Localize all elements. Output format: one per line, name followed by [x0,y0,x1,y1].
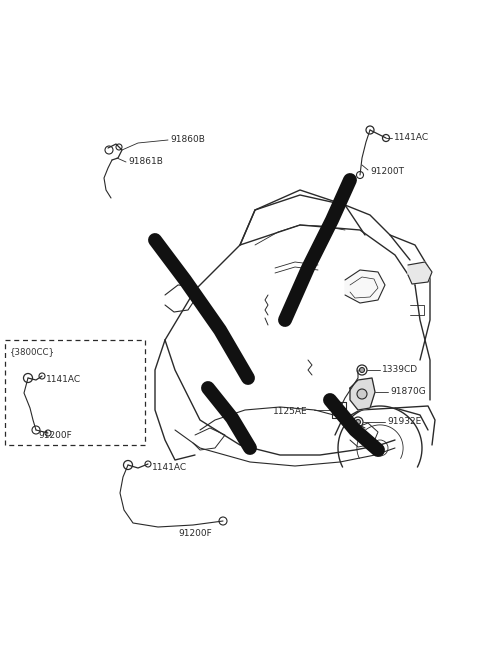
Text: 1125AE: 1125AE [274,407,308,417]
Text: 91870G: 91870G [390,388,426,396]
Circle shape [356,419,360,424]
Text: 1141AC: 1141AC [152,462,187,472]
Text: 91861B: 91861B [128,157,163,166]
Text: 91200T: 91200T [370,168,404,176]
Text: 91200F: 91200F [178,529,212,538]
Circle shape [357,389,367,399]
Text: 1141AC: 1141AC [46,375,81,384]
Circle shape [360,367,364,373]
Polygon shape [408,262,432,284]
Text: 91932E: 91932E [387,417,421,426]
Polygon shape [350,378,375,410]
Text: 1339CD: 1339CD [382,365,418,375]
Bar [5,340,145,445]
Text: {3800CC}: {3800CC} [10,348,55,356]
Text: 1141AC: 1141AC [394,134,429,143]
Polygon shape [345,270,385,303]
Text: 91860B: 91860B [170,136,205,145]
Text: 91200F: 91200F [38,432,72,441]
